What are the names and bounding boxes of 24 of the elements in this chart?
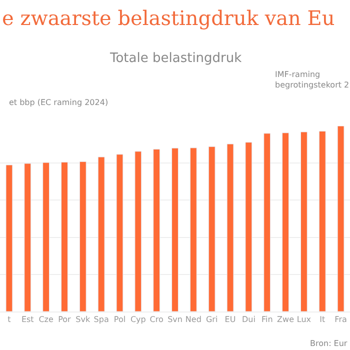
x-tick-label: Pol bbox=[114, 315, 126, 324]
x-tick-label: Cze bbox=[38, 315, 54, 324]
x-tick-label: Svk bbox=[76, 315, 90, 324]
x-tick-label: Lux bbox=[296, 315, 312, 324]
x-tick-label: Ned bbox=[185, 315, 202, 324]
x-tick-label: Por bbox=[58, 315, 72, 324]
x-tick-label: It bbox=[320, 315, 326, 324]
x-tick-label: EU bbox=[224, 315, 236, 324]
chart-subtitle: Totale belastingdruk bbox=[109, 51, 242, 66]
x-tick-label: t bbox=[8, 315, 11, 324]
x-tick-label: Fra bbox=[334, 315, 347, 324]
x-tick-label: Est bbox=[21, 315, 34, 324]
x-tick-label: Gri bbox=[206, 315, 218, 324]
text: Bron: Eur bbox=[310, 339, 348, 348]
x-tick-label: Cro bbox=[150, 315, 164, 324]
text: IMF-raming begrotingstekort 2 bbox=[275, 70, 350, 90]
x-tick-label: Spa bbox=[94, 315, 109, 324]
x-tick-label: Cyp bbox=[130, 315, 146, 324]
x-tick-label: Zwe bbox=[277, 315, 294, 324]
x-tick-label: Fin bbox=[261, 315, 273, 324]
chart-title: e zwaarste belastingdruk van Eu bbox=[2, 6, 335, 30]
x-tick-label: Dui bbox=[242, 315, 256, 324]
x-tick-label: Svn bbox=[168, 315, 182, 324]
text: et bbp (EC raming 2024) bbox=[9, 98, 108, 107]
